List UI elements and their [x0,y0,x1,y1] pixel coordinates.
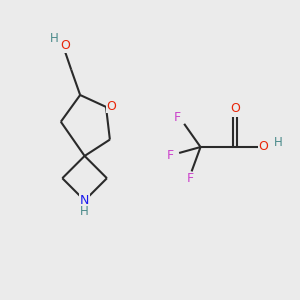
Text: H: H [274,136,283,149]
Text: F: F [167,149,174,162]
Text: F: F [174,111,181,124]
Text: F: F [187,172,194,185]
Text: O: O [60,40,70,52]
Text: O: O [106,100,116,113]
Text: H: H [50,32,58,45]
Text: O: O [259,140,269,153]
Text: O: O [230,103,240,116]
Text: H: H [80,205,89,218]
Text: N: N [80,194,89,207]
